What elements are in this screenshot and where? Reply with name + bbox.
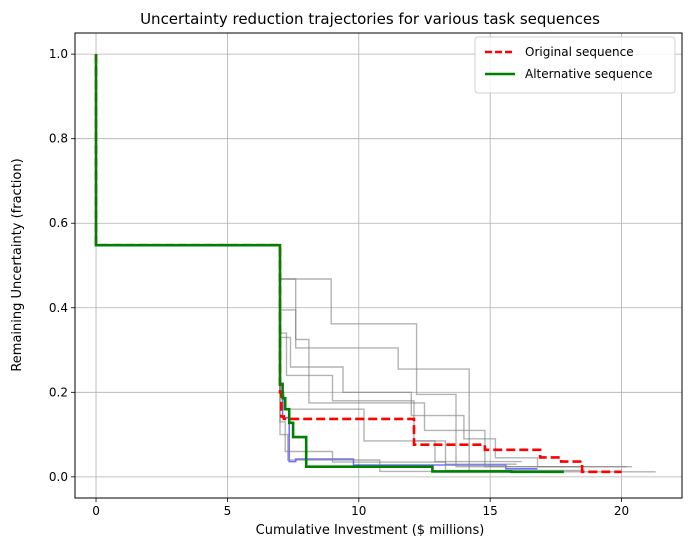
y-tick-label: 0.8 [49,132,68,146]
x-tick-label: 20 [614,504,629,518]
x-tick-label: 10 [351,504,366,518]
x-tick-label: 15 [483,504,498,518]
chart-title: Uncertainty reduction trajectories for v… [140,10,600,28]
trajectory-line [279,245,520,473]
legend-label: Original sequence [525,45,634,59]
y-axis-ticks: 0.0 0.2 0.4 0.6 0.8 1.0 [49,47,75,484]
trajectory-line [279,245,583,468]
y-tick-label: 0.0 [49,470,68,484]
trajectory-line [279,245,656,473]
trajectory-line [279,245,517,465]
x-axis-label: Cumulative Investment ($ millions) [256,523,485,538]
series-layer [94,54,656,474]
y-tick-label: 0.4 [49,301,68,315]
plot-frame [74,32,683,499]
x-tick-label: 0 [92,504,100,518]
trajectory-line [279,245,585,472]
trajectory-line [279,245,633,468]
y-axis-label: Remaining Uncertainty (fraction) [10,158,25,371]
y-tick-label: 0.2 [49,385,68,399]
legend-box [474,36,676,94]
y-tick-label: 1.0 [49,47,68,61]
y-tick-label: 0.6 [49,216,68,230]
trajectory-line [279,245,627,468]
x-tick-label: 5 [224,504,232,518]
series-line-0 [94,54,622,474]
series-line-1 [94,54,564,474]
legend: Original sequence Alternative sequence [474,36,676,94]
x-axis-ticks: 0 5 10 15 20 [92,498,629,518]
legend-label: Alternative sequence [525,67,652,81]
